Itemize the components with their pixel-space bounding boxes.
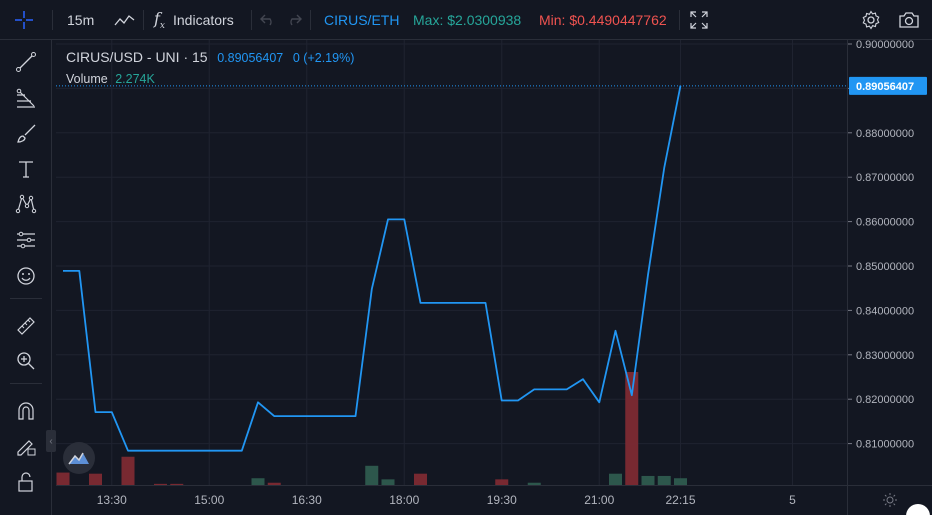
volume-label: Volume [66,72,108,86]
symbol-legend: CIRUS/USD - UNI · 15 0.89056407 0 (+2.19… [66,49,354,65]
sidebar-divider [10,383,42,384]
volume-bar [89,473,102,485]
volume-bar [154,483,167,485]
pencil-lock-icon[interactable] [12,432,40,460]
price-tick-label: 0.82000000 [856,394,914,406]
volume-bar [641,475,655,485]
tradingview-logo-icon[interactable] [63,442,95,474]
time-tick-label: 21:00 [584,493,614,507]
max-price-label: Max: $2.0300938 [413,12,522,28]
price-tick-label: 0.88000000 [856,128,914,140]
undo-icon[interactable] [259,0,277,40]
text-tool-icon[interactable] [12,155,40,183]
emoji-icon[interactable] [12,262,40,290]
toolbar-divider [143,10,144,30]
volume-bars [56,372,687,485]
toolbar-divider [251,10,252,30]
brush-icon[interactable] [12,119,40,147]
help-bubble-icon[interactable] [906,504,930,515]
volume-value: 2.274K [115,72,155,86]
indicators-button[interactable]: fx Indicators [154,0,234,40]
legend-change: 0 (+2.19%) [292,51,355,65]
volume-bar [56,472,70,485]
volume-bar [251,478,265,485]
gear-icon[interactable] [861,0,881,40]
time-axis[interactable]: 13:30 15:00 16:30 18:00 19:30 21:00 22:15 5 [56,485,847,515]
price-tick-label: 0.85000000 [856,261,914,273]
collapse-sidebar-handle[interactable]: ‹ [46,430,56,452]
price-axis[interactable]: 0.900000000.890000000.880000000.87000000… [847,39,932,485]
price-tick-label: 0.90000000 [856,40,914,51]
sidebar-divider [10,298,42,299]
time-tick-label: 13:30 [97,493,127,507]
toolbar-divider [679,10,680,30]
chart-grid [56,40,847,485]
time-tick-label: 19:30 [487,493,517,507]
unlock-icon[interactable] [12,468,40,496]
function-icon: fx [154,8,165,32]
price-tick-label: 0.83000000 [856,350,914,362]
top-toolbar: 15m fx Indicators CIRUS/ETH Max: $2.0300… [0,0,932,40]
trend-line-icon[interactable] [12,48,40,76]
price-tick-label: 0.87000000 [856,172,914,184]
min-price-label: Min: $0.4490447762 [539,12,667,28]
volume-bar [121,456,135,485]
volume-bar [381,479,395,485]
volume-bar [495,479,509,485]
price-series-line [63,85,682,452]
chart-type-icon[interactable] [114,0,136,40]
time-tick-label: 16:30 [292,493,322,507]
legend-price: 0.89056407 [217,51,284,65]
time-tick-label: 18:00 [389,493,419,507]
ruler-icon[interactable] [12,312,40,340]
crosshair-icon[interactable] [14,0,36,40]
volume-bar [657,475,671,485]
fib-retracement-icon[interactable] [12,84,40,112]
price-tick-label: 0.84000000 [856,305,914,317]
camera-icon[interactable] [898,0,920,40]
volume-bar [674,478,687,485]
price-tick-label: 0.86000000 [856,217,914,229]
volume-bar [170,483,184,485]
price-chart[interactable] [56,40,847,485]
price-axis-scale: 0.900000000.890000000.880000000.87000000… [848,39,927,451]
volume-legend: Volume 2.274K [66,72,155,86]
time-tick-label: 22:15 [665,493,695,507]
current-price-label: 0.89056407 [856,81,914,93]
axis-corner [847,485,932,515]
volume-bar [267,482,281,485]
pattern-icon[interactable] [12,190,40,218]
drawing-tools-sidebar [0,40,52,515]
redo-icon[interactable] [285,0,303,40]
fullscreen-icon[interactable] [690,0,708,40]
price-line [62,85,682,452]
time-tick-label: 5 [789,493,796,507]
prediction-tool-icon[interactable] [12,226,40,254]
volume-bar [527,482,541,485]
pair-label: CIRUS/ETH [324,12,400,28]
indicators-label: Indicators [173,12,234,28]
symbol-title: CIRUS/USD - UNI · 15 [66,49,208,65]
settings-sun-icon[interactable] [882,492,898,513]
time-tick-label: 15:00 [194,493,224,507]
interval-label: 15m [67,12,95,28]
toolbar-divider [310,10,311,30]
volume-bar [414,473,427,485]
current-price-badge [849,76,927,95]
chart-pane[interactable] [56,40,847,485]
volume-bar [609,473,622,485]
price-tick-label: 0.81000000 [856,439,914,451]
magnet-icon[interactable] [12,397,40,425]
chevron-left-icon: ‹ [49,435,53,447]
time-axis-scale: 13:30 15:00 16:30 18:00 19:30 21:00 22:15 5 [97,493,796,507]
zoom-in-icon[interactable] [12,347,40,375]
interval-button[interactable]: 15m [67,0,94,40]
volume-bar [625,372,639,485]
volume-bar [365,465,379,485]
toolbar-divider [52,10,53,30]
